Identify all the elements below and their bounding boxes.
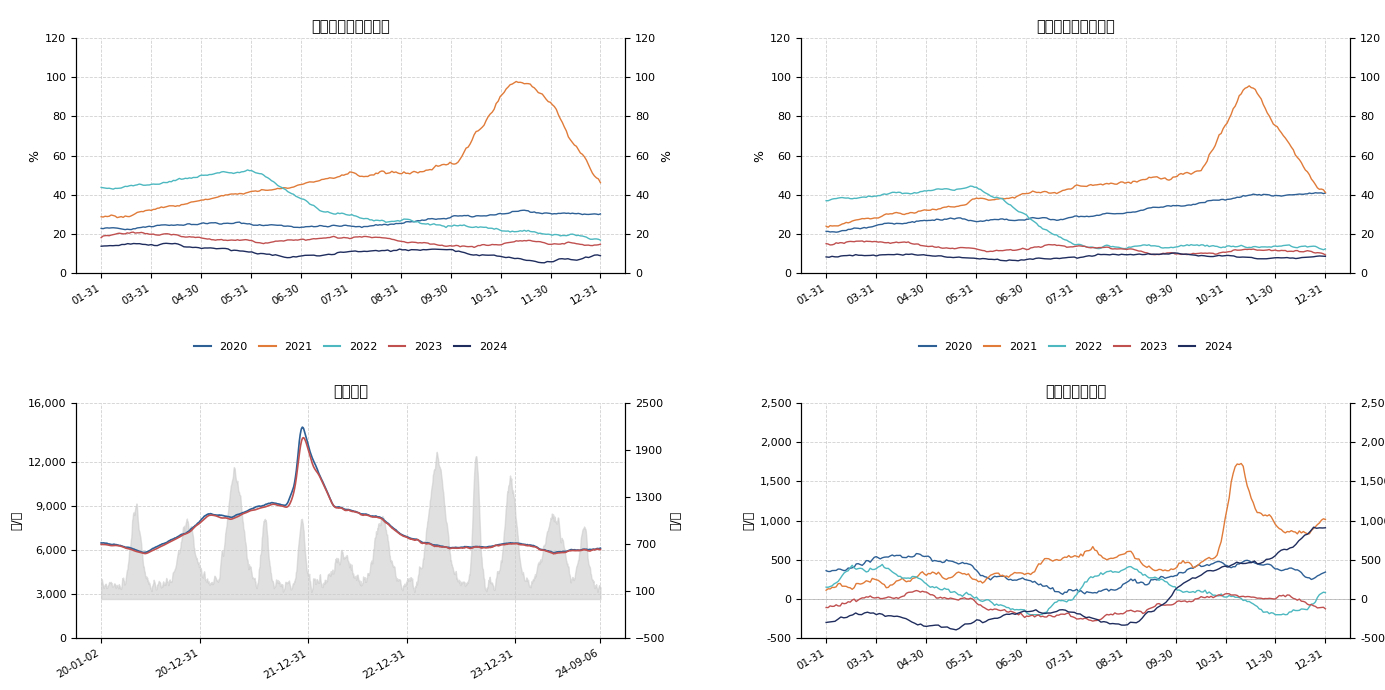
期货主力合约收盘价 xyxy=(291,453,307,462)
Line: 华东电石法现货价格: 华东电石法现货价格 xyxy=(101,427,601,553)
Title: 现货价格历史分位数: 现货价格历史分位数 xyxy=(1036,19,1115,34)
华东电石法现货价格 xyxy=(424,540,440,549)
华东电石法现货价格 xyxy=(593,544,609,553)
期货主力合约收盘价 xyxy=(593,545,609,553)
Y-axis label: 元/吨: 元/吨 xyxy=(742,511,756,530)
Y-axis label: %: % xyxy=(28,150,42,161)
华东电石法现货价格 xyxy=(291,442,307,450)
期货主力合约收盘价 xyxy=(529,544,546,553)
华东电石法现货价格 xyxy=(294,423,310,431)
华东电石法现货价格 xyxy=(440,544,457,552)
华东电石法现货价格 xyxy=(485,542,501,550)
期货主力合约收盘价 xyxy=(440,544,457,552)
Y-axis label: 元/吨: 元/吨 xyxy=(11,511,24,530)
期货主力合约收盘价 xyxy=(485,542,501,551)
Title: 基差结构: 基差结构 xyxy=(334,384,368,399)
Y-axis label: %: % xyxy=(661,150,673,161)
华东电石法现货价格 xyxy=(546,549,562,557)
Title: 期货价格历史分位数: 期货价格历史分位数 xyxy=(312,19,391,34)
Y-axis label: 元/吨: 元/吨 xyxy=(670,511,683,530)
Title: 主力基差季节性: 主力基差季节性 xyxy=(1046,384,1107,399)
Line: 期货主力合约收盘价: 期货主力合约收盘价 xyxy=(101,437,601,554)
华东电石法现货价格 xyxy=(497,540,514,548)
华东电石法现货价格 xyxy=(529,544,546,552)
Y-axis label: %: % xyxy=(753,150,766,161)
期货主力合约收盘价 xyxy=(546,550,562,558)
期货主力合约收盘价 xyxy=(93,540,109,549)
期货主力合约收盘价 xyxy=(497,540,514,549)
Legend: 2020, 2021, 2022, 2023, 2024: 2020, 2021, 2022, 2023, 2024 xyxy=(190,338,512,357)
期货主力合约收盘价 xyxy=(424,541,440,549)
期货主力合约收盘价 xyxy=(295,433,312,442)
华东电石法现货价格 xyxy=(93,539,109,547)
Legend: 2020, 2021, 2022, 2023, 2024: 2020, 2021, 2022, 2023, 2024 xyxy=(914,338,1237,357)
